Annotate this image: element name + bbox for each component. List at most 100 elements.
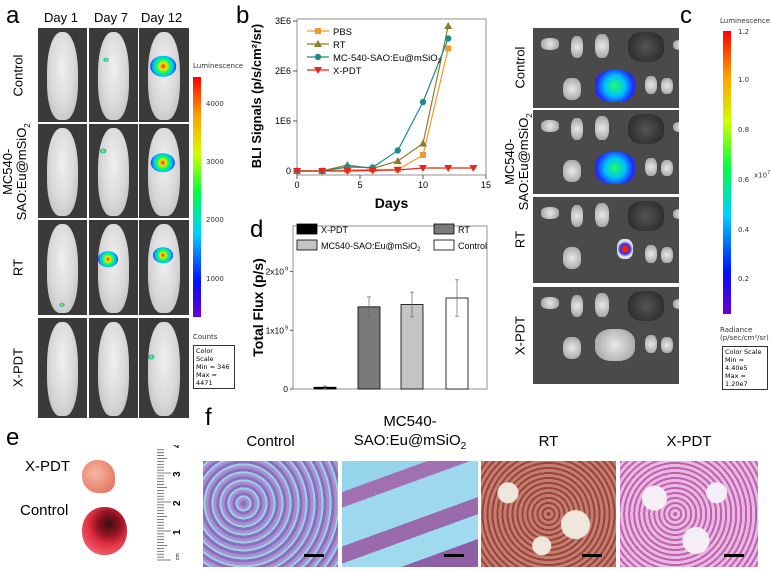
legend-label: RT <box>458 225 470 235</box>
legend-label: RT <box>333 40 346 51</box>
panel-b-letter: b <box>236 2 250 29</box>
data-point <box>293 168 301 175</box>
x-tick-label: 5 <box>357 180 362 190</box>
colorbar-c-unit: Radiance (p/sec/cm²/sr) <box>720 326 769 342</box>
y-tick-label: 3E6 <box>275 16 291 26</box>
plot-frame <box>296 18 487 176</box>
data-point <box>419 165 427 172</box>
scale-bar <box>444 554 464 557</box>
mouse-image <box>38 318 87 418</box>
y-tick-exponent: 9 <box>285 267 288 273</box>
mouse-image <box>89 124 138 218</box>
histology-image-mc540 <box>342 461 478 567</box>
legend-label: MC540-SAO:Eu@mSiO2 <box>321 241 421 253</box>
data-point <box>420 152 426 158</box>
panel-a-letter: a <box>6 2 20 29</box>
organ <box>673 209 679 219</box>
organ <box>673 299 679 309</box>
series-line <box>297 25 449 172</box>
mouse-image <box>139 220 189 315</box>
column-header-day7: Day 7 <box>94 10 128 25</box>
organ <box>661 78 673 94</box>
organ <box>595 293 609 317</box>
legend-label: Control <box>458 241 487 251</box>
colorbar-a <box>193 77 201 317</box>
panel-c-letter: c <box>680 2 692 29</box>
mouse-image <box>139 318 189 418</box>
data-point <box>368 167 377 175</box>
colorbar-a-tick: 4000 <box>206 100 224 108</box>
colorbar-a-unit: Counts <box>193 333 218 341</box>
organ <box>571 295 583 317</box>
mouse-image <box>139 28 189 122</box>
scale-bar <box>582 554 602 557</box>
organ <box>645 76 657 94</box>
y-tick-exponent: 9 <box>285 325 288 331</box>
legend-swatch <box>433 239 455 251</box>
row-label-xpdt: X-PDT <box>10 348 26 387</box>
luminescence-signal <box>148 354 155 360</box>
row-label-xpdt: X-PDT <box>512 316 528 355</box>
ruler-label: 4 <box>172 445 183 448</box>
organ <box>563 337 581 359</box>
data-point <box>419 139 427 147</box>
mouse-image <box>89 28 138 122</box>
row-label-rt: RT <box>512 230 528 249</box>
column-header-day1: Day 1 <box>44 10 78 25</box>
lung-image-control <box>82 507 127 555</box>
histo-title-control: Control <box>246 433 295 450</box>
panel-e-letter: e <box>6 424 20 451</box>
lung-image-xpdt <box>82 460 115 493</box>
organ <box>661 247 673 263</box>
legend-marker <box>314 53 322 61</box>
legend-swatch <box>296 239 318 251</box>
colorbar-c-scale-box: Color Scale Min = 4.40e5 Max = 1.20e7 <box>722 346 768 390</box>
y-tick-label: 0 <box>283 384 288 394</box>
organ <box>563 247 581 269</box>
organ <box>595 34 609 58</box>
lung-label-xpdt: X-PDT <box>25 458 70 475</box>
data-point <box>469 165 478 172</box>
luminescence-signal <box>103 58 109 63</box>
ruler: 1 2 3 4 cm <box>157 445 183 561</box>
row-label-control: Control <box>512 46 528 89</box>
legend-marker <box>315 28 321 34</box>
luminescence-signal <box>59 302 65 307</box>
legend-label: X-PDT <box>321 225 349 235</box>
organ <box>645 335 657 353</box>
organ-image <box>533 110 679 194</box>
organ <box>541 120 559 132</box>
organ <box>617 239 633 259</box>
data-point <box>393 157 402 164</box>
ruler-unit: cm <box>175 553 181 560</box>
mouse-image <box>38 28 87 122</box>
organ-image <box>533 28 679 108</box>
histology-image-control <box>203 461 338 567</box>
colorbar-c-tick: 0.6 <box>738 176 750 184</box>
organ <box>673 40 679 50</box>
colorbar-c-tick: 0.8 <box>738 126 750 134</box>
organ <box>645 245 657 263</box>
organ <box>645 158 657 176</box>
colorbar-c-tick: 1.2 <box>738 28 750 36</box>
data-point <box>394 147 401 154</box>
legend-label: PBS <box>333 27 352 38</box>
colorbar-a-tick: 3000 <box>206 158 224 166</box>
mouse-image <box>139 124 189 218</box>
data-point <box>343 168 352 175</box>
data-point <box>318 168 327 175</box>
lung-label-control: Control <box>20 502 69 519</box>
colorbar-c-tick: 1.0 <box>738 76 750 84</box>
y-axis-label: Total Flux (p/s) <box>250 258 266 357</box>
legend-label: MC-540-SAO:Eu@mSiO2 <box>333 53 442 65</box>
y-tick-label: 1x10 <box>266 325 285 335</box>
organ <box>595 152 635 184</box>
y-axis-label: BLI Signals (p/s/cm²/sr) <box>249 24 264 168</box>
mouse-image <box>38 124 87 218</box>
x-tick-label: 0 <box>294 180 299 190</box>
organ <box>661 337 673 353</box>
scale-bar <box>724 554 744 557</box>
organ <box>628 201 664 231</box>
y-tick-label: 2E6 <box>275 66 291 76</box>
histo-title-mc540: MC540- SAO:Eu@mSiO2 <box>353 413 467 452</box>
